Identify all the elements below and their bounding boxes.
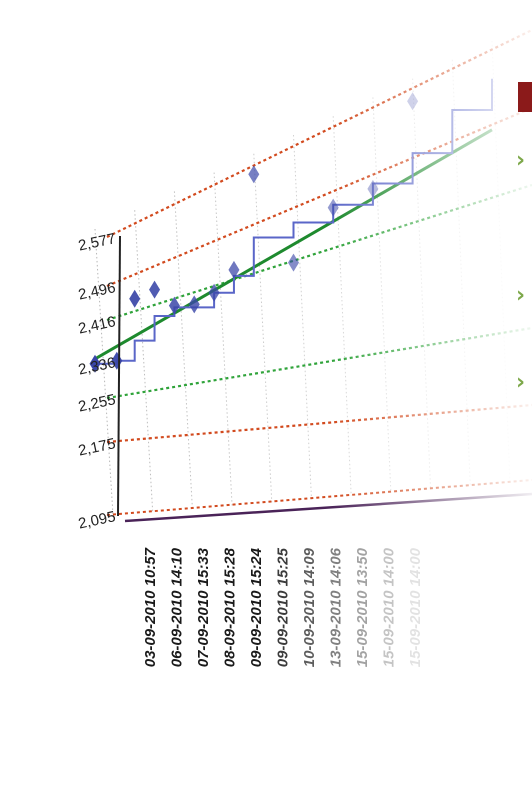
x-tick-label: 03-09-2010 10:57	[142, 547, 159, 667]
x-tick-label: 08-09-2010 15:28	[222, 547, 239, 667]
x-tick-label: 09-09-2010 15:25	[275, 547, 292, 667]
fade-overlay	[0, 0, 532, 540]
x-tick-label: 13-09-2010 14:06	[328, 547, 345, 667]
x-tick-label: 09-09-2010 15:24	[248, 547, 265, 667]
x-tick-label: 06-09-2010 14:10	[169, 547, 186, 667]
x-tick-label: 07-09-2010 15:33	[195, 547, 212, 667]
x-tick-labels: 03-09-2010 10:57 06-09-2010 14:10 07-09-20…	[142, 547, 424, 667]
y-axis-line	[117, 235, 121, 517]
bullet-arrow-icon: ›	[516, 283, 526, 308]
bullet-arrow-icon: ›	[516, 370, 526, 395]
x-tick-label: 15-09-2010 13:50	[354, 547, 371, 667]
bullet-arrow-icon: ›	[516, 148, 526, 173]
y-axis	[117, 235, 121, 517]
x-tick-label: 10-09-2010 14:09	[301, 547, 318, 667]
x-tick-label: 15-09-2010 14:00	[381, 547, 398, 667]
title-fragment	[518, 82, 532, 112]
x-tick-label: 15-09-2010 14:00	[407, 547, 424, 667]
